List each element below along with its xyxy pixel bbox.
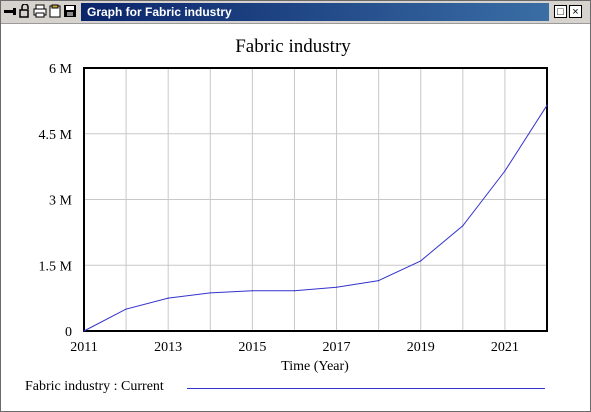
minimize-tool-icon[interactable] xyxy=(3,4,17,18)
x-tick-label: 2015 xyxy=(238,340,266,355)
save-icon[interactable] xyxy=(63,4,77,18)
y-tick-label: 4.5 M xyxy=(39,128,73,143)
x-tick-label: 2017 xyxy=(323,340,351,355)
restore-button[interactable]: □ xyxy=(554,5,567,18)
data-point xyxy=(251,290,253,292)
copy-icon[interactable] xyxy=(48,4,62,18)
data-point xyxy=(125,308,127,310)
y-axis-ticks: 0 1.5 M 3 M 4.5 M 6 M xyxy=(39,62,73,340)
y-tick-label: 0 xyxy=(65,325,72,340)
data-point xyxy=(209,292,211,294)
series-layer xyxy=(83,104,548,332)
legend-series-line xyxy=(187,388,545,389)
data-point xyxy=(462,225,464,227)
data-point xyxy=(167,297,169,299)
legend-label: Fabric industry : Current xyxy=(25,379,164,394)
x-tick-label: 2011 xyxy=(70,340,97,355)
x-tick-label: 2019 xyxy=(407,340,435,355)
data-point xyxy=(504,170,506,172)
chart-title: Fabric industry xyxy=(235,36,351,57)
y-tick-label: 3 M xyxy=(49,194,73,209)
plot-frame xyxy=(83,67,548,332)
data-point xyxy=(420,260,422,262)
x-tick-label: 2021 xyxy=(491,340,519,355)
titlebar-toolbar xyxy=(3,4,77,20)
x-axis-label: Time (Year) xyxy=(281,359,349,374)
close-button[interactable]: × xyxy=(569,5,582,18)
data-point xyxy=(378,279,380,282)
x-tick-label: 2013 xyxy=(154,340,182,355)
y-tick-label: 6 M xyxy=(49,62,73,77)
data-point xyxy=(293,290,296,292)
x-axis-ticks: 2011 2013 2015 2017 2019 2021 xyxy=(70,340,519,355)
data-point xyxy=(335,286,338,288)
grid-layer xyxy=(84,68,547,331)
data-point xyxy=(546,104,548,106)
lock-icon[interactable] xyxy=(18,4,32,18)
data-point xyxy=(83,330,85,332)
window-buttons: □ × xyxy=(554,5,582,18)
window-title: Graph for Fabric industry xyxy=(81,3,549,21)
legend: Fabric industry : Current xyxy=(25,379,565,399)
y-tick-label: 1.5 M xyxy=(39,259,73,274)
series-line xyxy=(83,105,548,332)
window-titlebar[interactable]: Graph for Fabric industry □ × xyxy=(1,1,590,24)
line-chart: Fabric industry 01.5 M3 M4.5 M6 M 2011 20… xyxy=(39,36,548,374)
print-icon[interactable] xyxy=(33,4,47,18)
